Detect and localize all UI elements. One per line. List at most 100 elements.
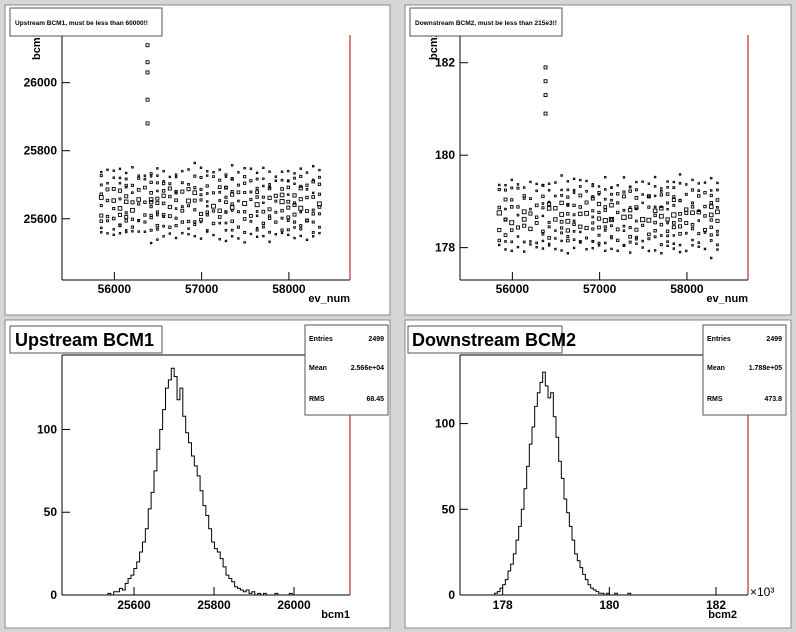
scatter-point bbox=[710, 189, 713, 192]
scatter-point bbox=[262, 184, 265, 188]
scatter-point bbox=[504, 184, 507, 187]
scatter-point bbox=[597, 244, 601, 247]
title-box: Upstream BCM1, must be less than 60000!! bbox=[9, 7, 163, 37]
scatter-point bbox=[292, 201, 297, 205]
scatter-point bbox=[565, 218, 571, 224]
scatter-point bbox=[678, 199, 682, 203]
scatter-point bbox=[603, 197, 607, 201]
scatter-point bbox=[205, 184, 209, 188]
scatter-point bbox=[696, 210, 701, 215]
scatter-point bbox=[311, 231, 315, 234]
scatter-point bbox=[293, 182, 296, 185]
scatter-point bbox=[554, 247, 557, 251]
scatter-point bbox=[510, 186, 514, 190]
scatter-point bbox=[566, 252, 570, 255]
scatter-point bbox=[504, 248, 507, 251]
scatter-point bbox=[298, 197, 303, 202]
scatter-point bbox=[591, 221, 595, 225]
x-axis-label: bcm2 bbox=[708, 609, 737, 621]
scatter-point bbox=[237, 171, 240, 174]
scatter-point bbox=[585, 189, 588, 193]
scatter-point bbox=[521, 216, 527, 222]
stats-entries-value: 2499 bbox=[368, 336, 384, 343]
scatter-point bbox=[566, 238, 570, 243]
scatter-point bbox=[155, 210, 159, 214]
scatter-point bbox=[105, 198, 110, 203]
x-tick-labels: 56000 57000 58000 bbox=[496, 282, 704, 296]
scatter-point bbox=[685, 249, 688, 253]
scatter-point bbox=[180, 220, 184, 224]
scatter-point bbox=[516, 183, 520, 186]
scatter-point bbox=[690, 205, 695, 209]
scatter-point bbox=[318, 168, 321, 172]
scatter-point bbox=[672, 195, 676, 199]
scatter-point bbox=[212, 175, 215, 178]
scatter-point bbox=[716, 181, 719, 185]
scatter-point bbox=[100, 231, 103, 234]
scatter-point bbox=[280, 216, 284, 220]
scatter-point bbox=[318, 231, 321, 235]
scatter-point bbox=[280, 178, 284, 182]
scatter-point bbox=[690, 227, 695, 231]
scatter-point bbox=[522, 194, 526, 198]
chart-title: Downstream BCM2 bbox=[412, 330, 576, 350]
scatter-point bbox=[205, 204, 209, 208]
scatter-point bbox=[660, 252, 663, 255]
scatter-point bbox=[118, 232, 122, 235]
scatter-point bbox=[591, 227, 595, 231]
scatter-point bbox=[628, 240, 632, 244]
scatter-point bbox=[217, 208, 222, 213]
scatter-point bbox=[156, 189, 159, 193]
title-box: Downstream BCM2 bbox=[407, 325, 576, 354]
scatter-point bbox=[523, 250, 526, 253]
scatter-point bbox=[149, 172, 153, 176]
scatter-point bbox=[678, 181, 682, 185]
scatter-point bbox=[597, 241, 601, 245]
scatter-point bbox=[192, 190, 198, 195]
scatter-point bbox=[715, 198, 720, 202]
scatter-point bbox=[572, 230, 576, 233]
scatter-point bbox=[622, 224, 626, 228]
scatter-point bbox=[516, 235, 520, 238]
scatter-point bbox=[143, 174, 147, 177]
scatter-point bbox=[162, 169, 165, 173]
scatter-point bbox=[243, 175, 247, 179]
scatter-point bbox=[634, 188, 638, 192]
scatter-point bbox=[193, 186, 197, 190]
scatter-point bbox=[249, 232, 253, 236]
scatter-point bbox=[622, 194, 626, 199]
scatter-point bbox=[666, 244, 669, 248]
scatter-point bbox=[218, 221, 221, 225]
scatter-point bbox=[224, 210, 228, 214]
scatter-point bbox=[535, 246, 538, 249]
scatter-point bbox=[255, 177, 259, 181]
scatter-point bbox=[547, 182, 551, 185]
scatter-point bbox=[716, 248, 719, 251]
scatter-point bbox=[106, 168, 109, 171]
scatter-point bbox=[678, 250, 682, 254]
scatter-point bbox=[708, 212, 714, 218]
scatter-point bbox=[554, 229, 557, 232]
scatter-point bbox=[510, 240, 514, 244]
scatter-point bbox=[118, 181, 122, 185]
scatter-point bbox=[268, 170, 271, 173]
y-tick-label: 178 bbox=[435, 241, 455, 255]
scatter-point bbox=[293, 226, 296, 229]
scatter-point bbox=[267, 207, 272, 212]
scatter-point bbox=[653, 194, 657, 198]
scatter-point bbox=[218, 178, 222, 182]
scatter-point bbox=[628, 226, 632, 230]
scatter-point bbox=[292, 193, 297, 198]
scatter-point bbox=[666, 201, 670, 205]
scatter-point bbox=[566, 188, 570, 192]
scatter-point bbox=[280, 187, 284, 191]
scatter-point bbox=[143, 177, 147, 181]
scatter-point bbox=[174, 224, 178, 228]
x-tick-label: 56000 bbox=[98, 282, 132, 296]
scatter-point bbox=[218, 238, 221, 241]
scatter-point bbox=[305, 238, 309, 242]
scatter-point bbox=[703, 204, 707, 209]
scatter-point bbox=[286, 205, 291, 210]
scatter-point bbox=[535, 182, 538, 186]
scatter-point bbox=[628, 234, 633, 239]
